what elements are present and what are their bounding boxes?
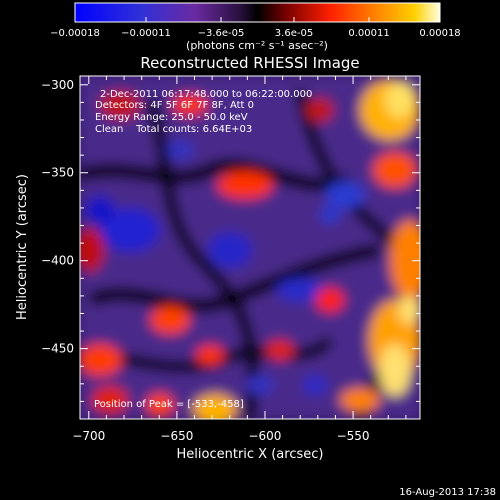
chart-title: Reconstructed RHESSI Image <box>140 54 359 72</box>
footer-date: 16-Aug-2013 17:38 <box>399 487 496 498</box>
heatmap-image <box>80 76 420 419</box>
colorbar-tick-label: 0.00018 <box>419 28 460 39</box>
colorbar-tick-label: −3.6e-05 <box>198 28 245 39</box>
colorbar-tick-label: 3.6e-05 <box>275 28 313 39</box>
x-axis-ticks: −700 −650 −600 −550 <box>72 76 407 443</box>
x-tick-label: −700 <box>72 429 105 443</box>
annotation-detectors: Detectors: 4F 5F 6F 7F 8F, Att 0 <box>95 100 254 111</box>
y-tick-label: −400 <box>41 254 74 268</box>
info-annotations: 2-Dec-2011 06:17:48.000 to 06:22:00.000 … <box>95 89 312 135</box>
x-tick-label: −650 <box>160 429 193 443</box>
colorbar-ticks: −0.00018 −0.00011 −3.6e-05 3.6e-05 0.00011 0.… <box>50 17 461 39</box>
y-tick-label: −450 <box>41 342 74 356</box>
y-tick-label: −300 <box>41 78 74 92</box>
y-tick-label: −350 <box>41 166 74 180</box>
x-tick-label: −600 <box>248 429 281 443</box>
colorbar-tick-label: 0.00011 <box>348 28 389 39</box>
y-axis-ticks: −300 −350 −400 −450 <box>41 78 420 420</box>
x-axis-label: Heliocentric X (arcsec) <box>177 447 324 462</box>
annotation-energy: Energy Range: 25.0 - 50.0 keV <box>95 112 248 123</box>
colorbar-tick-label: −0.00011 <box>121 28 171 39</box>
annotation-time: 2-Dec-2011 06:17:48.000 to 06:22:00.000 <box>100 89 312 100</box>
colorbar-tick-label: −0.00018 <box>50 28 100 39</box>
colorbar-unit-label: (photons cm⁻² s⁻¹ asec⁻²) <box>186 39 328 52</box>
x-tick-label: −550 <box>337 429 370 443</box>
plot-frame <box>79 75 421 420</box>
colorbar <box>74 2 441 23</box>
y-axis-label: Heliocentric Y (arcsec) <box>15 174 30 320</box>
peak-position-label: Position of Peak = [-533,-458] <box>94 399 244 410</box>
annotation-counts: Clean Total counts: 6.64E+03 <box>95 124 252 135</box>
